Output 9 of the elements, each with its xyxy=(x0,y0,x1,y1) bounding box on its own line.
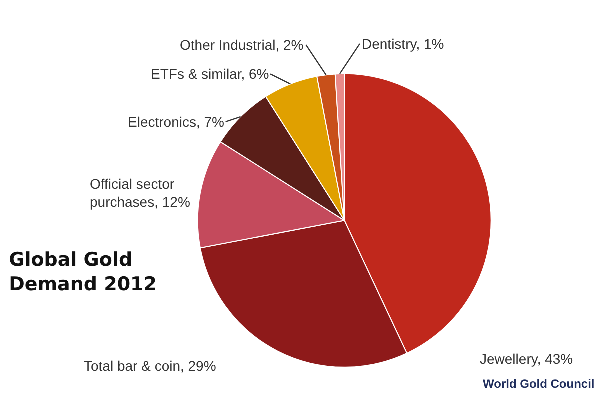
slice-label: Official sector purchases, 12% xyxy=(90,176,190,210)
slice-label: ETFs & similar, 6% xyxy=(151,66,270,82)
slice-label: Total bar & coin, 29% xyxy=(84,358,216,374)
slice-label: Jewellery, 43% xyxy=(480,351,574,367)
text: World Gold Council xyxy=(483,377,595,391)
text: Global Gold Demand 2012 xyxy=(9,248,158,296)
slice-label: Other Industrial, 2% xyxy=(180,37,304,53)
slice-label: Dentistry, 1% xyxy=(362,36,444,52)
slice-label: Electronics, 7% xyxy=(128,114,224,130)
